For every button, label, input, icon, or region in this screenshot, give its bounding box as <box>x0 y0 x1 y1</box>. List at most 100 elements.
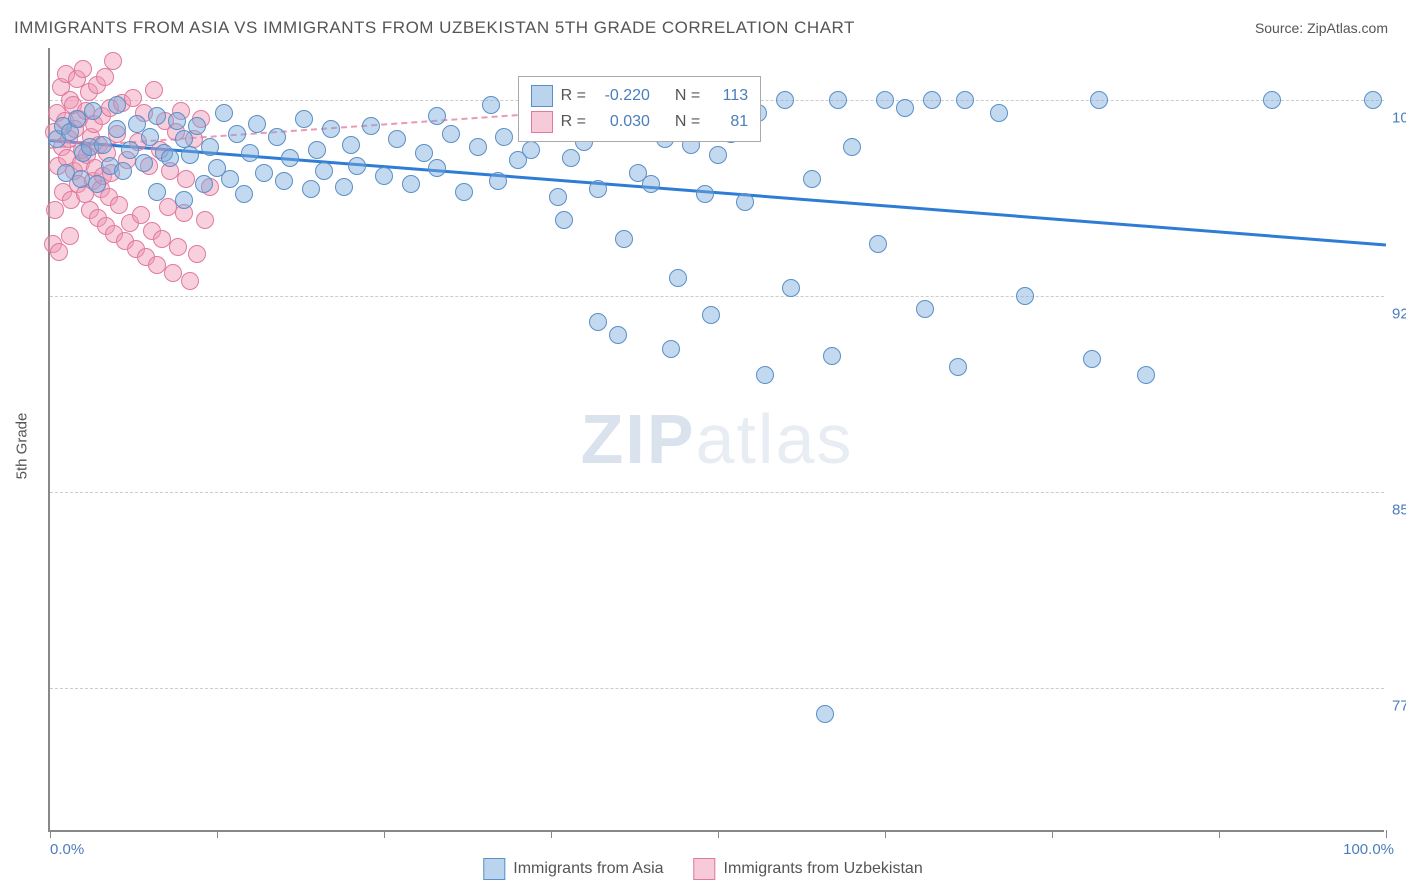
legend-r-label: R = <box>561 87 586 105</box>
point-blue <box>990 104 1008 122</box>
point-blue <box>221 170 239 188</box>
point-blue <box>141 128 159 146</box>
bottom-legend: Immigrants from Asia Immigrants from Uzbe… <box>483 858 922 880</box>
point-blue <box>84 102 102 120</box>
point-blue <box>302 180 320 198</box>
y-tick-label: 85.0% <box>1392 502 1406 519</box>
point-blue <box>342 136 360 154</box>
point-blue <box>148 107 166 125</box>
x-min-label: 0.0% <box>50 841 84 858</box>
watermark-zip: ZIP <box>581 400 696 478</box>
point-pink <box>169 238 187 256</box>
legend-swatch-blue <box>531 85 553 107</box>
gridline-h <box>50 492 1384 493</box>
point-blue <box>308 141 326 159</box>
watermark-atlas: atlas <box>696 400 854 478</box>
source-attribution: Source: ZipAtlas.com <box>1255 20 1388 36</box>
legend-n-value: 113 <box>708 87 748 105</box>
point-blue <box>589 313 607 331</box>
point-blue <box>148 183 166 201</box>
point-blue <box>428 107 446 125</box>
x-tick <box>551 830 552 838</box>
point-blue <box>295 110 313 128</box>
legend-swatch-pink <box>694 858 716 880</box>
point-pink <box>124 89 142 107</box>
point-blue <box>876 91 894 109</box>
point-blue <box>241 144 259 162</box>
point-pink <box>181 272 199 290</box>
point-blue <box>188 117 206 135</box>
point-pink <box>188 245 206 263</box>
bottom-legend-item: Immigrants from Uzbekistan <box>694 858 923 880</box>
x-tick <box>718 830 719 838</box>
stat-legend-row: R =0.030 N =81 <box>531 109 749 135</box>
point-blue <box>168 112 186 130</box>
point-blue <box>642 175 660 193</box>
y-axis-label: 5th Grade <box>14 413 31 480</box>
x-max-label: 100.0% <box>1343 841 1394 858</box>
x-tick <box>885 830 886 838</box>
point-blue <box>1083 350 1101 368</box>
x-tick <box>217 830 218 838</box>
point-blue <box>589 180 607 198</box>
plot-area: ZIPatlas 100.0%92.5%85.0%77.5%0.0%100.0%… <box>48 48 1384 832</box>
point-blue <box>702 306 720 324</box>
stat-legend: R =-0.220 N =113R =0.030 N =81 <box>518 76 762 142</box>
legend-n-label: N = <box>675 87 700 105</box>
point-blue <box>609 326 627 344</box>
point-blue <box>662 340 680 358</box>
point-blue <box>175 191 193 209</box>
point-blue <box>315 162 333 180</box>
source-value: ZipAtlas.com <box>1307 20 1388 36</box>
point-pink <box>164 264 182 282</box>
legend-r-value: 0.030 <box>594 113 650 131</box>
bottom-legend-label: Immigrants from Asia <box>513 860 663 878</box>
bottom-legend-item: Immigrants from Asia <box>483 858 663 880</box>
point-blue <box>956 91 974 109</box>
point-blue <box>482 96 500 114</box>
point-blue <box>322 120 340 138</box>
point-pink <box>50 243 68 261</box>
point-blue <box>709 146 727 164</box>
point-blue <box>1263 91 1281 109</box>
point-blue <box>455 183 473 201</box>
point-blue <box>195 175 213 193</box>
point-blue <box>402 175 420 193</box>
point-blue <box>495 128 513 146</box>
point-blue <box>923 91 941 109</box>
point-blue <box>776 91 794 109</box>
point-blue <box>823 347 841 365</box>
x-tick <box>50 830 51 838</box>
point-pink <box>46 201 64 219</box>
x-tick <box>1219 830 1220 838</box>
point-blue <box>428 159 446 177</box>
point-blue <box>248 115 266 133</box>
point-blue <box>268 128 286 146</box>
point-blue <box>1364 91 1382 109</box>
point-blue <box>388 130 406 148</box>
point-pink <box>145 81 163 99</box>
point-pink <box>104 52 122 70</box>
point-blue <box>201 138 219 156</box>
point-blue <box>1137 366 1155 384</box>
x-tick <box>384 830 385 838</box>
point-blue <box>522 141 540 159</box>
x-tick <box>1386 830 1387 838</box>
point-pink <box>110 196 128 214</box>
point-blue <box>562 149 580 167</box>
point-blue <box>275 172 293 190</box>
point-blue <box>949 358 967 376</box>
y-tick-label: 92.5% <box>1392 306 1406 323</box>
point-blue <box>181 146 199 164</box>
point-pink <box>61 227 79 245</box>
point-blue <box>255 164 273 182</box>
legend-swatch-blue <box>483 858 505 880</box>
point-blue <box>696 185 714 203</box>
point-blue <box>335 178 353 196</box>
y-tick-label: 77.5% <box>1392 698 1406 715</box>
point-blue <box>489 172 507 190</box>
point-blue <box>94 136 112 154</box>
point-blue <box>1016 287 1034 305</box>
point-blue <box>803 170 821 188</box>
point-blue <box>869 235 887 253</box>
